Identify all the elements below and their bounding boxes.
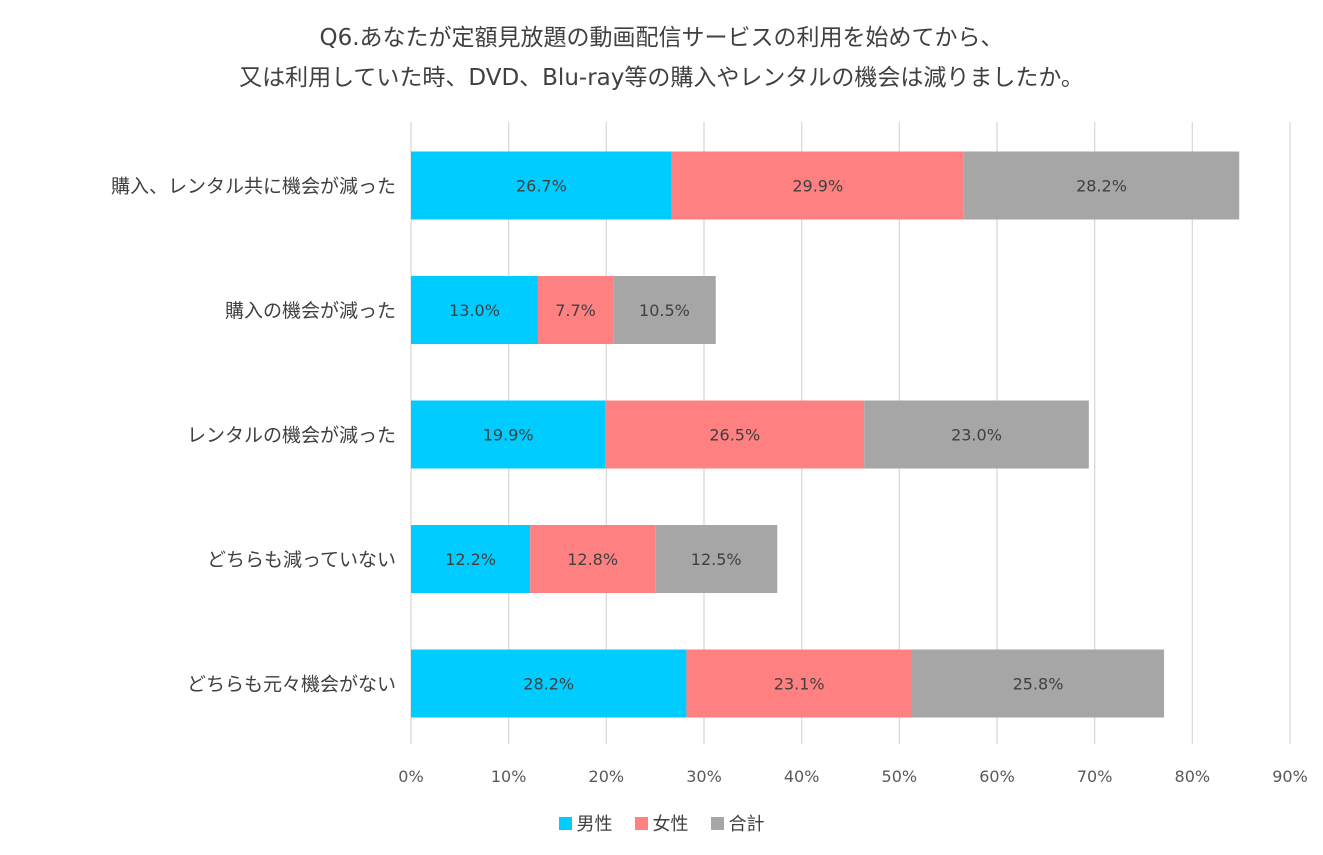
- data-label-1-2: 10.5%: [639, 301, 690, 320]
- data-label-4-1: 23.1%: [774, 675, 825, 694]
- x-tick-label-7: 70%: [1077, 767, 1113, 786]
- bar-4-1: [686, 649, 913, 718]
- bar-2-0: [411, 400, 606, 469]
- data-label-1-0: 13.0%: [449, 301, 500, 320]
- bar-4-0: [411, 649, 687, 718]
- data-label-2-0: 19.9%: [483, 426, 534, 445]
- legend-item-total: 合計: [710, 810, 765, 836]
- chart-legend: 男性 女性 合計: [0, 810, 1323, 836]
- bar-4-2: [912, 649, 1165, 718]
- data-label-0-1: 29.9%: [792, 177, 843, 196]
- x-tick-label-9: 90%: [1272, 767, 1308, 786]
- legend-swatch-male: [558, 816, 572, 830]
- bar-3-1: [530, 525, 656, 593]
- legend-swatch-female: [634, 816, 648, 830]
- data-label-0-2: 28.2%: [1076, 177, 1127, 196]
- data-label-3-1: 12.8%: [567, 550, 618, 569]
- data-label-3-0: 12.2%: [445, 550, 496, 569]
- legend-label-female: 女性: [652, 814, 689, 835]
- bar-3-2: [655, 525, 778, 593]
- bar-2-2: [864, 400, 1089, 469]
- legend-label-total: 合計: [728, 814, 765, 835]
- x-tick-label-0: 0%: [398, 767, 423, 786]
- x-tick-label-8: 80%: [1175, 767, 1211, 786]
- bar-0-1: [671, 151, 964, 220]
- category-label-3: どちらも減っていない: [207, 549, 396, 571]
- category-label-2: レンタルの機会が減った: [187, 425, 396, 447]
- legend-label-male: 男性: [576, 814, 613, 835]
- category-label-0: 購入、レンタル共に機会が減った: [111, 176, 396, 198]
- data-label-2-1: 26.5%: [709, 426, 760, 445]
- bar-1-1: [537, 276, 614, 344]
- bar-0-2: [963, 151, 1240, 220]
- legend-swatch-total: [710, 816, 724, 830]
- chart-title-line-1: Q6.あなたが定額見放題の動画配信サービスの利用を始めてから、: [319, 25, 1004, 51]
- data-label-2-2: 23.0%: [951, 426, 1002, 445]
- x-tick-label-4: 40%: [784, 767, 820, 786]
- bar-2-1: [605, 400, 865, 469]
- bar-0-0: [411, 151, 672, 220]
- x-tick-label-1: 10%: [491, 767, 527, 786]
- x-tick-label-2: 20%: [589, 767, 625, 786]
- x-tick-label-5: 50%: [882, 767, 918, 786]
- bar-1-0: [411, 276, 538, 344]
- x-tick-label-3: 30%: [686, 767, 722, 786]
- data-label-0-0: 26.7%: [516, 177, 567, 196]
- chart-title-line-2: 又は利用していた時、DVD、Blu-ray等の購入やレンタルの機会は減りましたか…: [239, 65, 1084, 91]
- bar-1-2: [613, 276, 716, 344]
- legend-item-male: 男性: [558, 810, 613, 836]
- legend-item-female: 女性: [634, 810, 689, 836]
- data-label-3-2: 12.5%: [691, 550, 742, 569]
- x-tick-label-6: 60%: [979, 767, 1015, 786]
- bar-3-0: [411, 525, 531, 593]
- data-label-1-1: 7.7%: [555, 301, 596, 320]
- data-label-4-2: 25.8%: [1013, 675, 1064, 694]
- category-label-4: どちらも元々機会がない: [187, 674, 396, 696]
- data-label-4-0: 28.2%: [523, 675, 574, 694]
- category-label-1: 購入の機会が減った: [225, 300, 396, 322]
